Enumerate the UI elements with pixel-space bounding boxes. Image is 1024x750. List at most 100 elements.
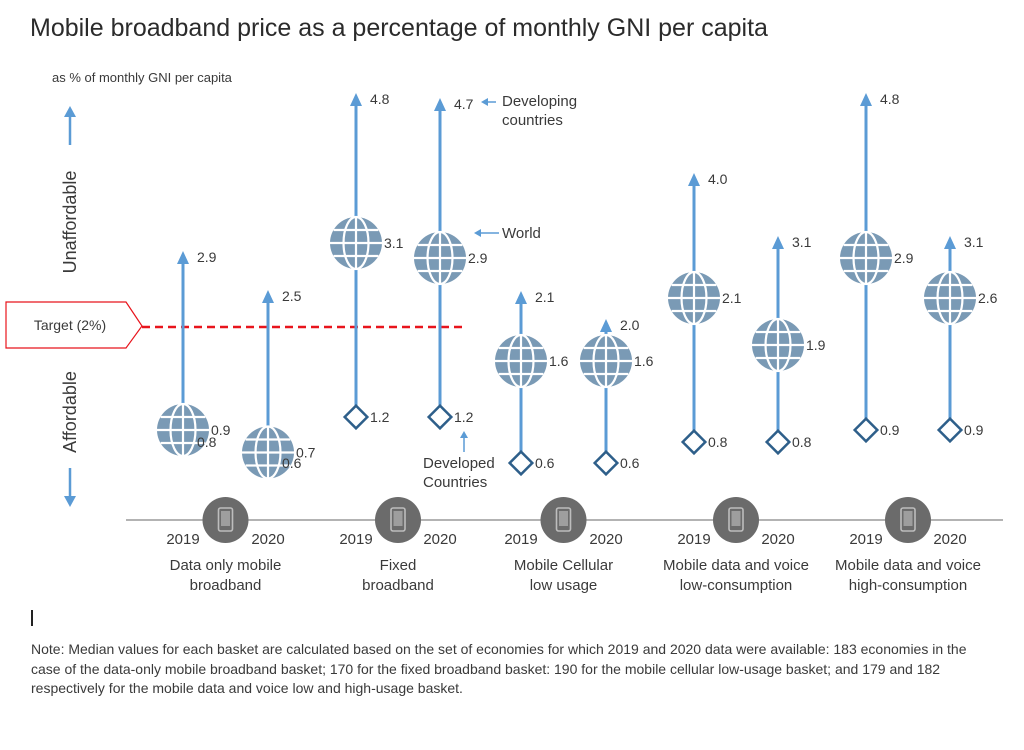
world-globe-marker xyxy=(242,425,294,480)
range-arrow-head xyxy=(860,93,872,106)
affordable-label: Affordable xyxy=(60,371,80,453)
developing-value-label: 4.8 xyxy=(880,91,900,107)
world-value-label: 1.6 xyxy=(549,353,569,369)
down-arrow-head xyxy=(64,496,76,507)
chart-title: Mobile broadband price as a percentage o… xyxy=(30,14,768,42)
y-axis-unit-label: as % of monthly GNI per capita xyxy=(52,70,233,85)
developed-value-label: 1.2 xyxy=(370,409,390,425)
range-arrow-head xyxy=(262,290,274,303)
phone-icon-body xyxy=(900,507,916,532)
world-globe-marker xyxy=(580,333,632,389)
year-label: 2019 xyxy=(166,531,199,548)
developed-marker xyxy=(342,403,370,431)
year-label: 2019 xyxy=(504,531,537,548)
developed-marker xyxy=(936,416,964,444)
developed-marker xyxy=(764,428,792,456)
group-label-line2: broadband xyxy=(362,577,434,594)
world-value-label: 2.6 xyxy=(978,290,998,306)
developed-annotation-arrowhead xyxy=(460,431,468,438)
developed-value-label: 1.2 xyxy=(454,409,474,425)
phone-icon-screen xyxy=(393,511,403,526)
group-label-line1: Mobile data and voice xyxy=(835,557,981,574)
world-value-label: 1.9 xyxy=(806,337,826,353)
developed-value-label: 0.9 xyxy=(880,422,900,438)
range-arrow-head xyxy=(688,173,700,186)
year-label: 2019 xyxy=(677,531,710,548)
world-globe-marker xyxy=(157,402,209,458)
phone-icon-screen xyxy=(903,511,913,526)
year-label: 2020 xyxy=(423,531,456,548)
developing-value-label: 4.8 xyxy=(370,91,390,107)
phone-icon-body xyxy=(390,507,406,532)
chart-note: Note: Median values for each basket are … xyxy=(31,641,967,696)
developed-value-label: 0.6 xyxy=(282,455,302,471)
phone-icon-screen xyxy=(559,511,568,526)
range-arrow-head xyxy=(772,236,784,249)
unaffordable-label: Unaffordable xyxy=(60,171,80,274)
world-globe-marker xyxy=(752,317,804,373)
world-value-label: 2.9 xyxy=(468,250,488,266)
world-annotation-label: World xyxy=(502,225,541,242)
up-arrow-head xyxy=(64,106,76,117)
range-arrow-head xyxy=(434,98,446,111)
world-value-label: 3.1 xyxy=(384,235,404,251)
range-chart: as % of monthly GNI per capita Unaffordab… xyxy=(5,70,1003,594)
developed-marker xyxy=(426,403,454,431)
developed-value-label: 0.8 xyxy=(197,434,217,450)
target-label: Target (2%) xyxy=(34,317,106,333)
world-globe-marker xyxy=(840,230,892,286)
year-label: 2020 xyxy=(761,531,794,548)
range-arrow-head xyxy=(515,291,527,304)
developing-value-label: 2.0 xyxy=(620,317,640,333)
group-label-line1: Data only mobile xyxy=(170,557,282,574)
developed-marker xyxy=(852,416,880,444)
world-globe-marker xyxy=(414,230,466,286)
group-label-line1: Mobile data and voice xyxy=(663,557,809,574)
year-label: 2020 xyxy=(933,531,966,548)
range-arrow-head xyxy=(177,251,189,264)
text-cursor xyxy=(31,610,33,626)
developed-value-label: 0.9 xyxy=(964,422,984,438)
group-label-line1: Mobile Cellular xyxy=(514,557,613,574)
developing-annotation-arrowhead xyxy=(481,98,488,106)
year-label: 2019 xyxy=(849,531,882,548)
world-globe-marker xyxy=(330,215,382,271)
world-value-label: 2.9 xyxy=(894,250,914,266)
world-value-label: 0.7 xyxy=(296,445,316,461)
group-label-line2: broadband xyxy=(190,577,262,594)
phone-icon-screen xyxy=(731,511,741,526)
world-globe-marker xyxy=(924,270,976,326)
developed-value-label: 0.6 xyxy=(535,455,555,471)
developing-value-label: 3.1 xyxy=(964,234,984,250)
developing-annotation-line2: countries xyxy=(502,112,563,129)
developing-value-label: 2.5 xyxy=(282,288,302,304)
group-label-line2: low usage xyxy=(530,577,598,594)
year-label: 2020 xyxy=(589,531,622,548)
developed-value-label: 0.6 xyxy=(620,455,640,471)
year-label: 2019 xyxy=(339,531,372,548)
world-annotation-arrowhead xyxy=(474,229,481,237)
developing-annotation-line1: Developing xyxy=(502,93,577,110)
developing-value-label: 4.7 xyxy=(454,96,474,112)
target-callout xyxy=(5,301,143,349)
developed-marker xyxy=(507,449,535,477)
group-label-line2: low-consumption xyxy=(680,577,793,594)
developing-value-label: 2.1 xyxy=(535,289,555,305)
range-arrow-head xyxy=(350,93,362,106)
developing-value-label: 2.9 xyxy=(197,249,217,265)
group-label-line2: high-consumption xyxy=(849,577,967,594)
phone-icon-screen xyxy=(221,511,230,526)
developed-annotation-line2: Countries xyxy=(423,474,487,491)
world-globe-marker xyxy=(495,333,547,389)
developed-marker xyxy=(592,449,620,477)
phone-icon-body xyxy=(217,507,234,532)
range-arrow-head xyxy=(944,236,956,249)
developing-value-label: 4.0 xyxy=(708,171,728,187)
world-globe-marker xyxy=(668,270,720,326)
phone-icon-body xyxy=(555,507,572,532)
developed-value-label: 0.8 xyxy=(708,434,728,450)
phone-icon-body xyxy=(728,507,744,532)
group-label-line1: Fixed xyxy=(380,557,417,574)
year-label: 2020 xyxy=(251,531,284,548)
developed-annotation-line1: Developed xyxy=(423,455,495,472)
